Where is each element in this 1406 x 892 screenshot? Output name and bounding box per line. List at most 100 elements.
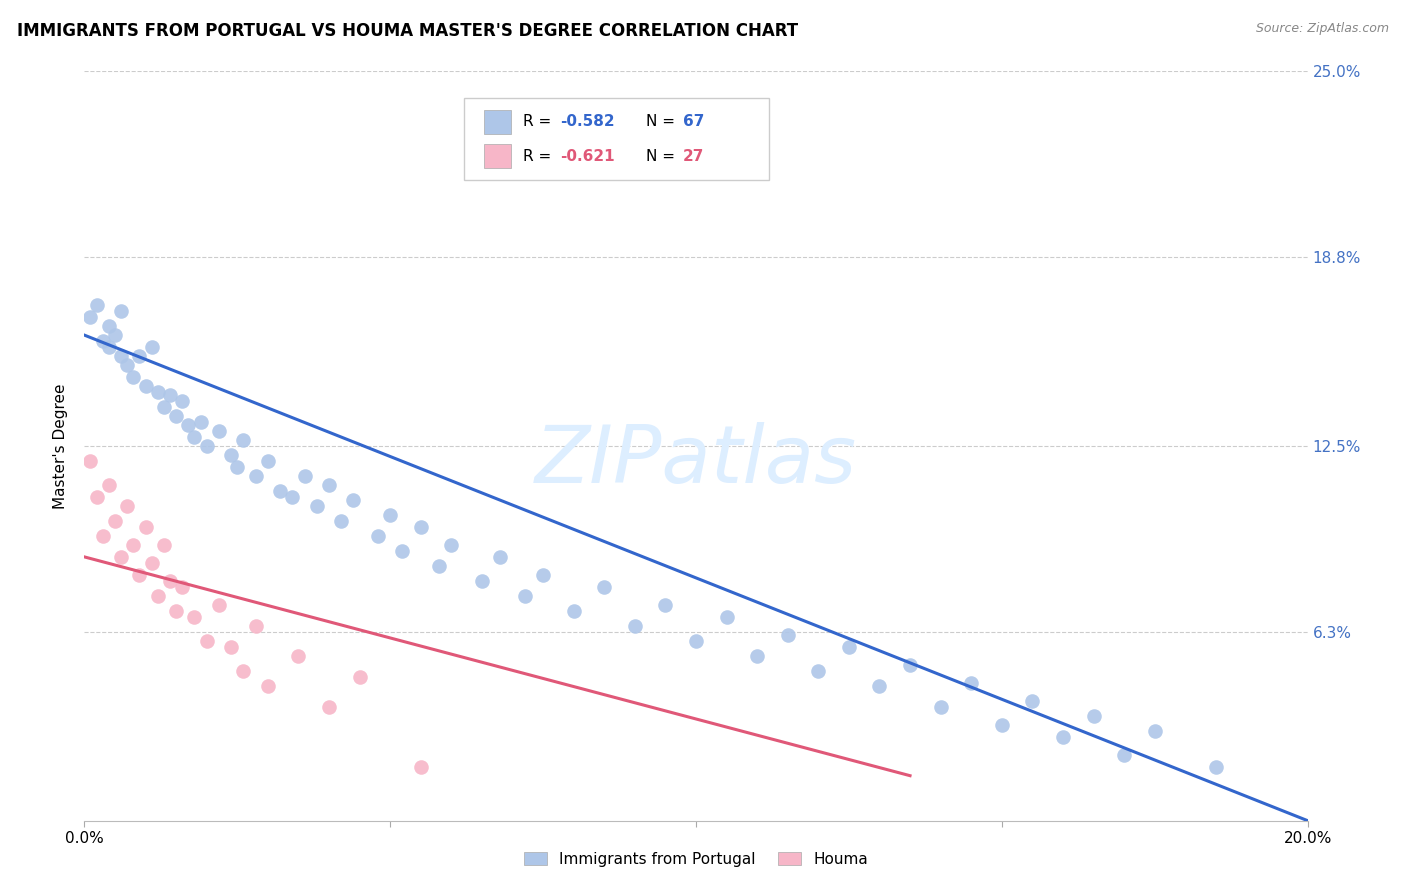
Point [245, 619, 267, 633]
Point [294, 469, 316, 483]
Point [79, 310, 101, 325]
Point [115, 358, 138, 372]
Point [110, 549, 132, 564]
Text: -0.582: -0.582 [560, 114, 614, 129]
Point [86, 490, 108, 504]
Point [128, 349, 150, 363]
Text: 67: 67 [682, 114, 704, 129]
FancyBboxPatch shape [464, 97, 769, 180]
Point [208, 424, 231, 438]
Point [190, 415, 212, 429]
Point [409, 520, 432, 534]
Point [219, 448, 242, 462]
Point [177, 417, 200, 432]
Point [380, 508, 402, 522]
Point [869, 679, 891, 693]
Legend: Immigrants from Portugal, Houma: Immigrants from Portugal, Houma [517, 846, 875, 873]
Point [776, 628, 799, 642]
Point [165, 604, 187, 618]
Point [1083, 708, 1105, 723]
Point [269, 483, 291, 498]
Point [367, 529, 389, 543]
Point [122, 370, 145, 384]
Point [257, 679, 280, 693]
Point [226, 460, 249, 475]
Text: R =: R = [523, 114, 557, 129]
Point [654, 598, 676, 612]
Point [141, 340, 163, 354]
Text: 27: 27 [682, 149, 704, 163]
Point [330, 514, 353, 528]
Point [287, 648, 309, 663]
Point [97, 340, 120, 354]
Point [391, 544, 413, 558]
Point [91, 529, 114, 543]
Point [929, 699, 952, 714]
Point [153, 538, 176, 552]
Point [232, 664, 254, 678]
Point [281, 490, 304, 504]
Point [531, 567, 554, 582]
Bar [484, 110, 512, 134]
Point [110, 349, 132, 363]
Point [489, 549, 512, 564]
Point [747, 648, 769, 663]
Point [562, 604, 585, 618]
Point [122, 538, 145, 552]
Point [86, 298, 108, 312]
Point [97, 319, 120, 334]
Point [513, 589, 536, 603]
Point [219, 640, 242, 654]
Point [898, 657, 921, 672]
Point [172, 580, 194, 594]
Text: R =: R = [523, 149, 557, 163]
Point [135, 520, 157, 534]
Point [91, 334, 114, 348]
Text: N =: N = [645, 149, 679, 163]
Point [342, 492, 364, 507]
Point [183, 430, 205, 444]
Point [471, 574, 494, 588]
Point [807, 664, 830, 678]
Point [110, 304, 132, 318]
Point [1143, 723, 1166, 738]
Point [257, 454, 280, 468]
Point [135, 379, 157, 393]
Point [128, 567, 150, 582]
Text: ZIPatlas: ZIPatlas [534, 422, 858, 500]
Point [245, 469, 267, 483]
Point [104, 328, 127, 343]
Point [79, 454, 101, 468]
Point [172, 394, 194, 409]
Point [1114, 747, 1136, 762]
Point [318, 478, 340, 492]
Point [318, 699, 340, 714]
Point [685, 633, 707, 648]
Point [1021, 694, 1043, 708]
Point [593, 580, 616, 594]
Point [716, 610, 738, 624]
Point [159, 388, 181, 402]
Point [305, 499, 328, 513]
Point [440, 538, 463, 552]
Text: -0.621: -0.621 [560, 149, 614, 163]
Text: N =: N = [645, 114, 679, 129]
Point [624, 619, 647, 633]
Point [409, 760, 432, 774]
Point [159, 574, 181, 588]
Point [104, 514, 127, 528]
Point [1052, 730, 1074, 744]
Point [232, 433, 254, 447]
Point [141, 556, 163, 570]
Point [427, 558, 450, 573]
Point [146, 589, 169, 603]
Point [115, 499, 138, 513]
Point [349, 670, 371, 684]
Point [195, 633, 218, 648]
Point [208, 598, 231, 612]
Point [146, 385, 169, 400]
Point [97, 478, 120, 492]
Point [991, 717, 1014, 731]
Point [165, 409, 187, 423]
Bar [484, 144, 512, 168]
